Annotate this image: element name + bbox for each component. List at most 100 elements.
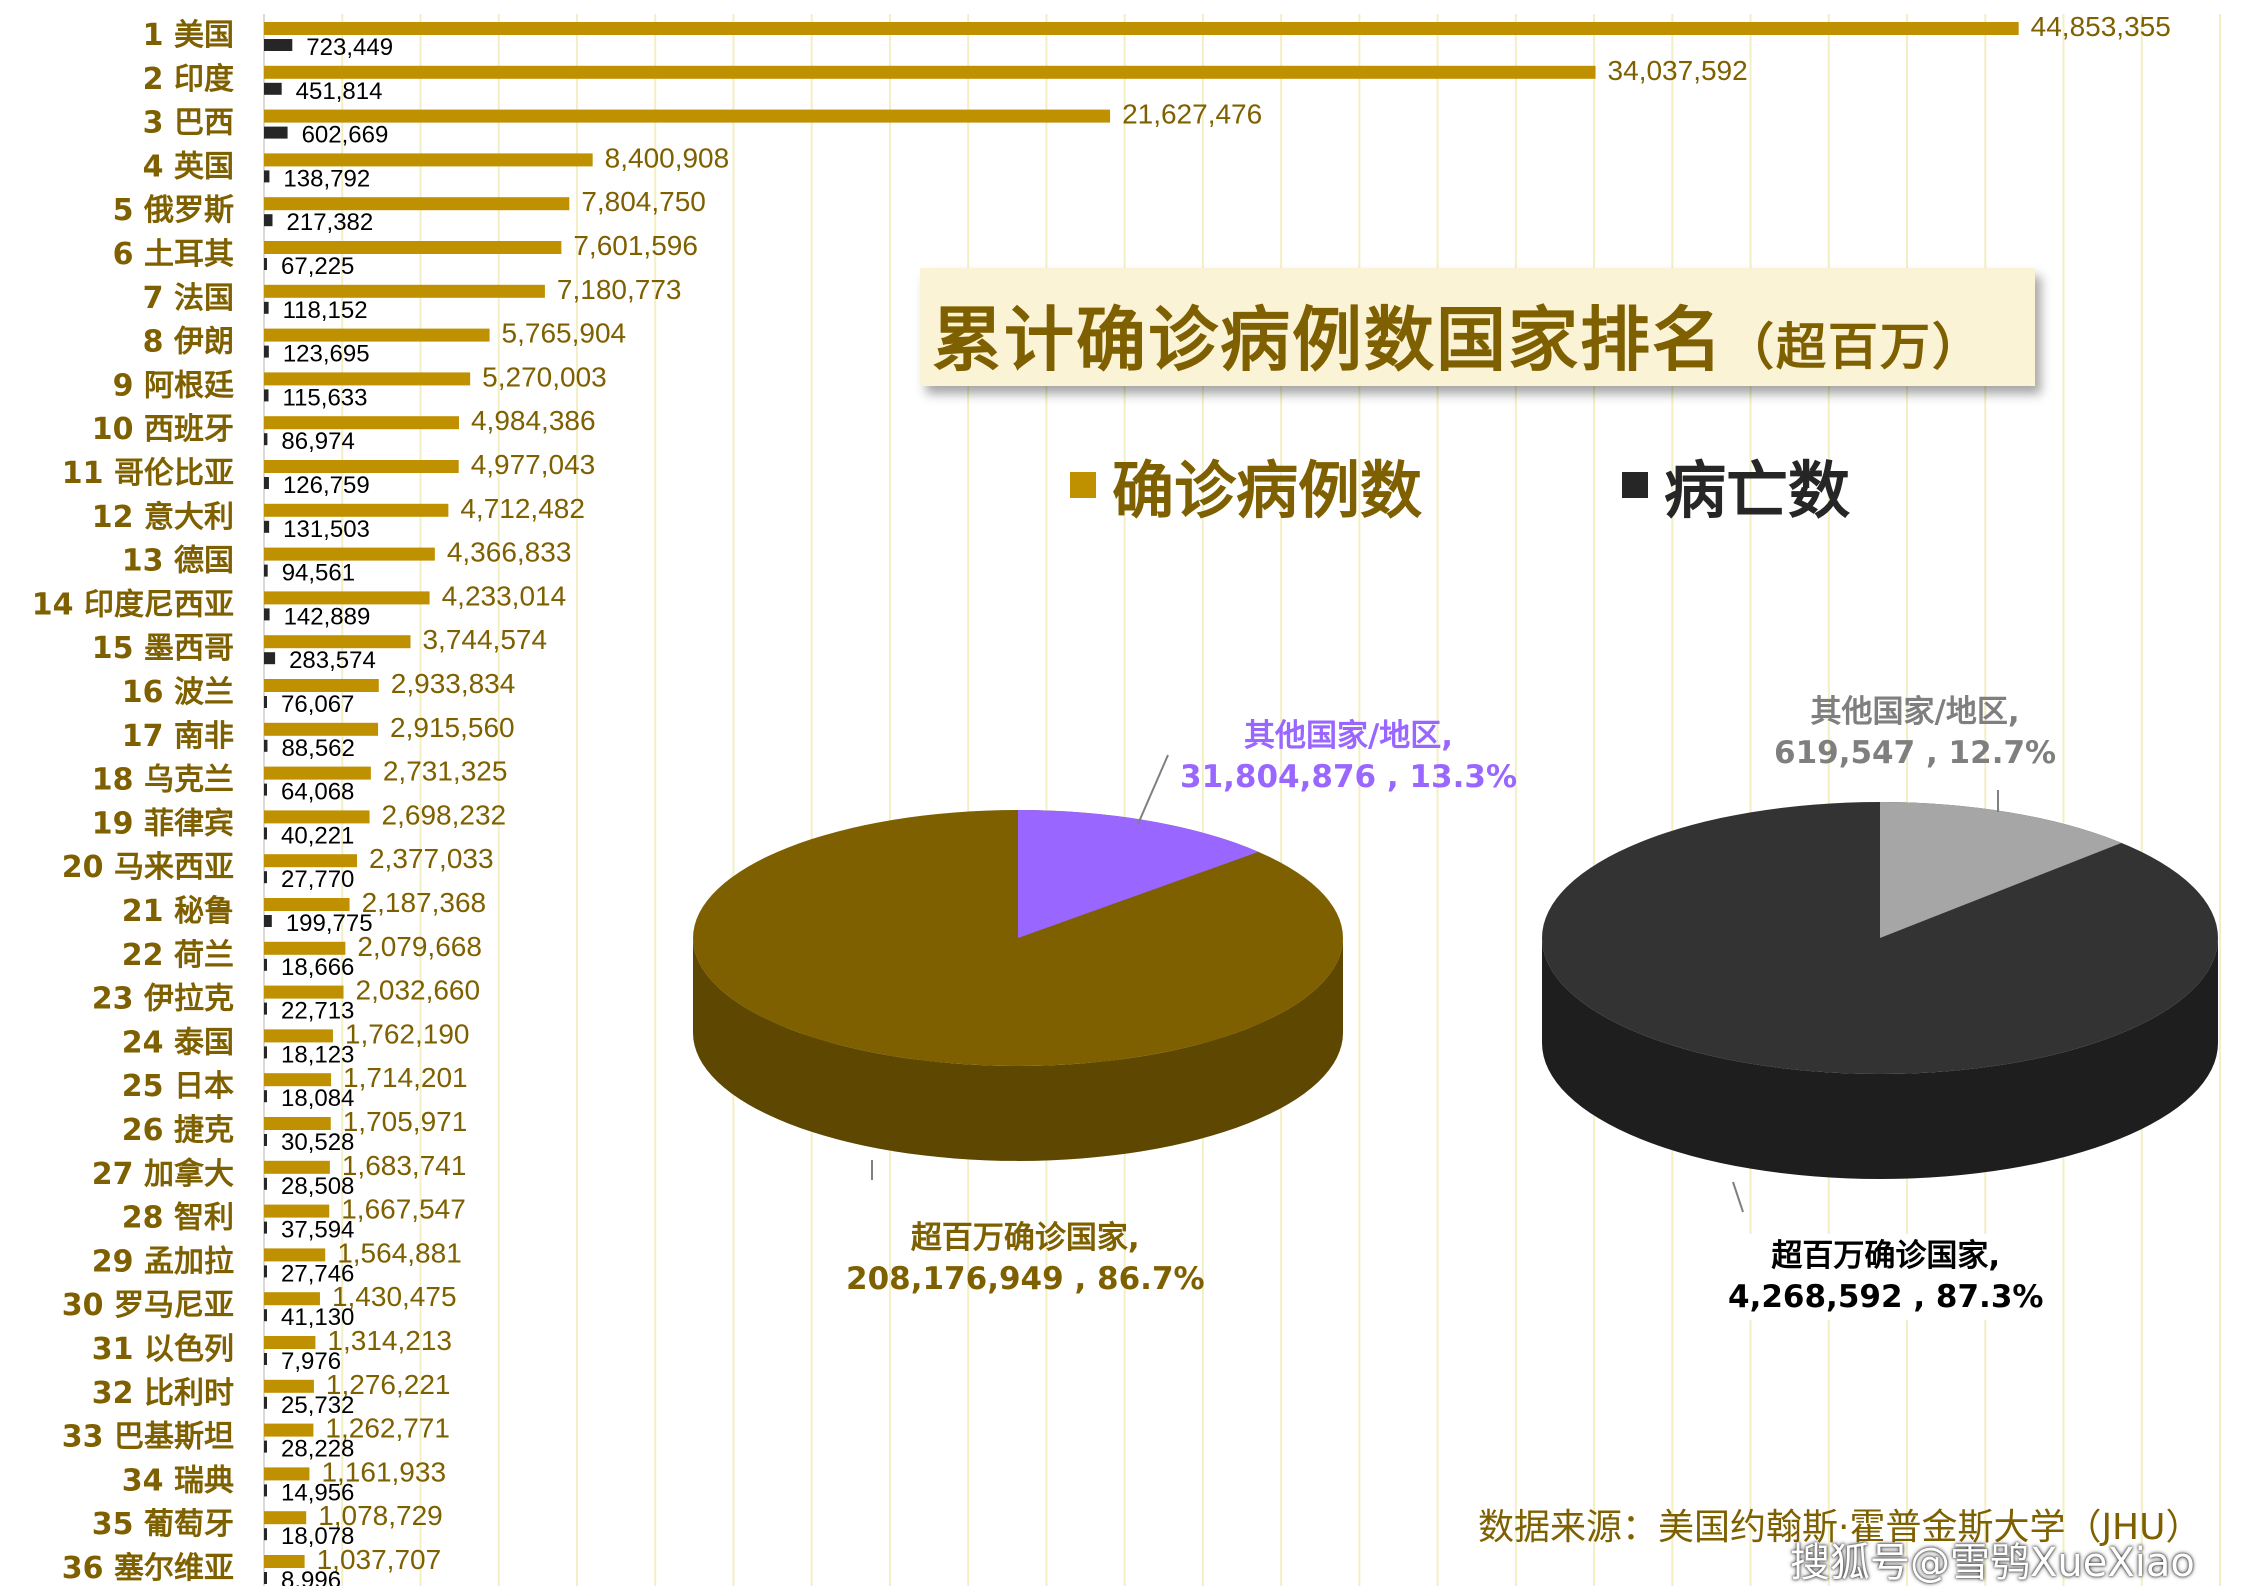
bar-confirmed <box>264 1336 316 1349</box>
y-tick-label: 3 巴西 <box>143 106 234 141</box>
bar-deaths-value: 28,508 <box>281 1173 354 1200</box>
y-tick-label: 26 捷克 <box>122 1113 234 1148</box>
y-tick-label: 15 墨西哥 <box>92 631 234 666</box>
bar-deaths <box>264 1572 267 1584</box>
bar-confirmed <box>264 153 593 167</box>
bar-deaths-value: 8,996 <box>281 1567 341 1586</box>
bar-deaths <box>264 696 267 708</box>
legend-swatch-confirmed <box>1070 472 1096 498</box>
bar-deaths-value: 88,562 <box>281 735 354 762</box>
bar-deaths-value: 86,974 <box>281 428 354 455</box>
bar-confirmed <box>264 1160 330 1174</box>
bar-deaths-value: 28,228 <box>281 1436 354 1463</box>
bar-deaths <box>264 301 269 314</box>
y-tick-label: 13 德国 <box>122 544 234 579</box>
bar-confirmed <box>264 416 459 430</box>
bar-deaths-value: 25,732 <box>281 1392 354 1419</box>
bar-deaths-value: 199,775 <box>286 910 373 937</box>
pie1-main-name: 超百万确诊国家, <box>910 1220 1140 1256</box>
y-tick-label: 1 美国 <box>143 18 234 53</box>
bar-confirmed <box>264 547 435 561</box>
bar-deaths <box>264 345 269 358</box>
bar-confirmed-value: 5,765,904 <box>502 318 627 349</box>
bar-confirmed-value: 4,977,043 <box>471 449 596 480</box>
bar-confirmed-value: 7,601,596 <box>573 230 698 261</box>
bar-deaths-value: 7,976 <box>281 1348 341 1375</box>
bar-deaths <box>264 564 268 577</box>
pie2-other-name: 其他国家/地区, <box>1810 694 2020 730</box>
bar-confirmed <box>264 372 471 386</box>
y-tick-label: 33 巴基斯坦 <box>62 1420 234 1455</box>
bar-deaths <box>264 1265 267 1278</box>
bar-deaths <box>264 214 273 227</box>
y-tick-label: 14 印度尼西亚 <box>32 587 234 622</box>
pie1-leader-other <box>1137 754 1169 825</box>
bar-deaths-value: 18,084 <box>281 1085 354 1112</box>
pie1-slice-other <box>1018 810 1259 938</box>
bar-deaths <box>264 958 267 971</box>
bar-deaths <box>264 82 282 95</box>
bar-confirmed <box>264 1467 310 1481</box>
pie-charts <box>693 754 2218 1213</box>
bar-confirmed-value: 8,400,908 <box>605 142 730 173</box>
bar-confirmed <box>264 679 379 692</box>
bar-deaths <box>264 1396 267 1409</box>
bar-confirmed <box>264 1292 320 1306</box>
bar-confirmed-value: 34,037,592 <box>1608 55 1748 86</box>
bar-deaths-value: 30,528 <box>281 1129 354 1156</box>
chart-title-sub: （超百万） <box>1724 318 1984 376</box>
y-tick-label: 23 伊拉克 <box>92 982 234 1017</box>
pie1-main-label: 超百万确诊国家, 208,176,949 , 86.7% <box>846 1218 1205 1300</box>
bar-confirmed-value: 2,187,368 <box>362 887 487 918</box>
bar-confirmed <box>264 941 346 955</box>
y-tick-label: 5 俄罗斯 <box>113 193 234 228</box>
bar-deaths <box>264 520 270 533</box>
bar-deaths-value: 451,814 <box>296 78 383 105</box>
pie1-side <box>693 938 1343 1161</box>
bar-deaths-value: 27,746 <box>281 1260 354 1287</box>
bar-chart: 1 美国 44,853,355 723,449 2 印度 34,037,592 451,8… <box>32 11 2171 1586</box>
bar-deaths-value: 118,152 <box>283 297 368 324</box>
bar-confirmed-value: 1,667,547 <box>341 1194 466 1225</box>
bar-confirmed-value: 1,161,933 <box>321 1456 446 1487</box>
bar-deaths <box>264 783 267 796</box>
bar-deaths <box>264 170 270 183</box>
bar-confirmed <box>264 1073 332 1087</box>
bar-confirmed <box>264 1248 326 1262</box>
legend-label-deaths: 病亡数 <box>1664 454 1851 527</box>
y-tick-label: 24 泰国 <box>122 1025 234 1060</box>
pie1-main-value: 208,176,949 , 86.7% <box>846 1261 1205 1297</box>
bar-confirmed <box>264 722 379 736</box>
bar-confirmed-value: 21,627,476 <box>1122 99 1262 130</box>
bar-confirmed-value: 4,712,482 <box>460 493 585 524</box>
y-tick-label: 22 荷兰 <box>122 938 234 973</box>
bar-confirmed-value: 1,564,881 <box>337 1237 462 1268</box>
y-tick-label: 11 哥伦比亚 <box>62 456 234 491</box>
bar-deaths <box>264 608 270 621</box>
bar-deaths-value: 123,695 <box>283 341 370 368</box>
bar-confirmed <box>264 985 344 999</box>
y-tick-label: 32 比利时 <box>92 1376 234 1411</box>
bar-deaths <box>264 126 288 139</box>
bar-deaths-value: 723,449 <box>306 34 393 61</box>
bar-deaths-value: 41,130 <box>281 1304 354 1331</box>
bar-deaths <box>264 1440 267 1453</box>
bar-confirmed <box>264 1423 314 1437</box>
pie1-other-name: 其他国家/地区, <box>1243 718 1454 754</box>
bar-deaths-value: 283,574 <box>289 647 376 674</box>
bar-deaths <box>264 1353 267 1365</box>
y-tick-label: 17 南非 <box>122 719 234 754</box>
pie2-main-name: 超百万确诊国家, <box>1771 1238 2001 1274</box>
y-tick-label: 6 土耳其 <box>113 237 234 272</box>
bar-confirmed <box>264 854 357 868</box>
bar-deaths-value: 94,561 <box>282 560 355 587</box>
pie2-other-label: 其他国家/地区, 619,547 , 12.7% <box>1774 692 2056 774</box>
legend-label-confirmed: 确诊病例数 <box>1112 454 1423 527</box>
bar-confirmed-value: 4,233,014 <box>442 580 567 611</box>
legend-item-confirmed: 确诊病例数 <box>1070 440 1422 530</box>
bar-deaths-value: 126,759 <box>283 472 370 499</box>
y-tick-label: 30 罗马尼亚 <box>62 1288 234 1323</box>
chart-title-box: 累计确诊病例数国家排名（超百万） <box>920 268 2035 386</box>
bar-deaths <box>264 1484 267 1497</box>
bar-deaths <box>264 1177 267 1190</box>
